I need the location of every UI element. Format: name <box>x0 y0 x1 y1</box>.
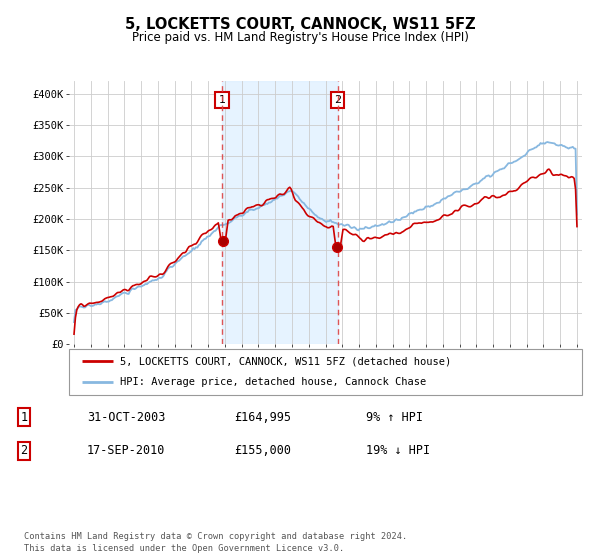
Text: 19% ↓ HPI: 19% ↓ HPI <box>366 444 430 458</box>
Bar <box>222 81 338 344</box>
Text: £164,995: £164,995 <box>234 410 291 424</box>
Text: Price paid vs. HM Land Registry's House Price Index (HPI): Price paid vs. HM Land Registry's House … <box>131 31 469 44</box>
Text: 5, LOCKETTS COURT, CANNOCK, WS11 5FZ (detached house): 5, LOCKETTS COURT, CANNOCK, WS11 5FZ (de… <box>121 356 452 366</box>
Text: 5, LOCKETTS COURT, CANNOCK, WS11 5FZ: 5, LOCKETTS COURT, CANNOCK, WS11 5FZ <box>125 17 475 32</box>
Text: 1: 1 <box>20 410 28 424</box>
Text: Contains HM Land Registry data © Crown copyright and database right 2024.
This d: Contains HM Land Registry data © Crown c… <box>24 532 407 553</box>
Text: 2: 2 <box>334 95 341 105</box>
Text: 9% ↑ HPI: 9% ↑ HPI <box>366 410 423 424</box>
FancyBboxPatch shape <box>69 349 582 395</box>
Text: 31-OCT-2003: 31-OCT-2003 <box>87 410 166 424</box>
Text: HPI: Average price, detached house, Cannock Chase: HPI: Average price, detached house, Cann… <box>121 377 427 388</box>
Text: 17-SEP-2010: 17-SEP-2010 <box>87 444 166 458</box>
Text: 1: 1 <box>218 95 226 105</box>
Text: £155,000: £155,000 <box>234 444 291 458</box>
Text: 2: 2 <box>20 444 28 458</box>
